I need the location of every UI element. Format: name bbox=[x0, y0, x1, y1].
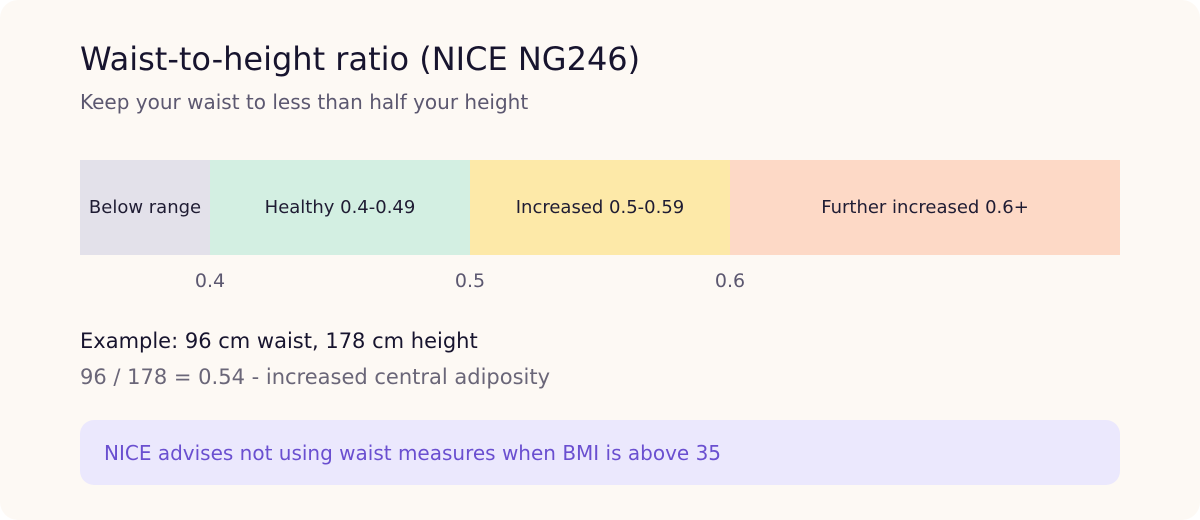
note-box: NICE advises not using waist measures wh… bbox=[80, 420, 1120, 485]
boundary-label: 0.4 bbox=[194, 270, 226, 292]
boundary-label: 0.5 bbox=[454, 270, 486, 292]
note-text: NICE advises not using waist measures wh… bbox=[104, 441, 722, 465]
boundary-label: 0.6 bbox=[714, 270, 746, 292]
band: Further increased 0.6+ bbox=[730, 160, 1120, 255]
band: Healthy 0.4-0.49 bbox=[210, 160, 470, 255]
example-heading: Example: 96 cm waist, 178 cm height bbox=[80, 329, 478, 353]
subtitle: Keep your waist to less than half your h… bbox=[80, 90, 529, 114]
example-result: 96 / 178 = 0.54 - increased central adip… bbox=[80, 365, 551, 389]
band: Increased 0.5-0.59 bbox=[470, 160, 730, 255]
band: Below range bbox=[80, 160, 210, 255]
title: Waist-to-height ratio (NICE NG246) bbox=[80, 40, 641, 78]
